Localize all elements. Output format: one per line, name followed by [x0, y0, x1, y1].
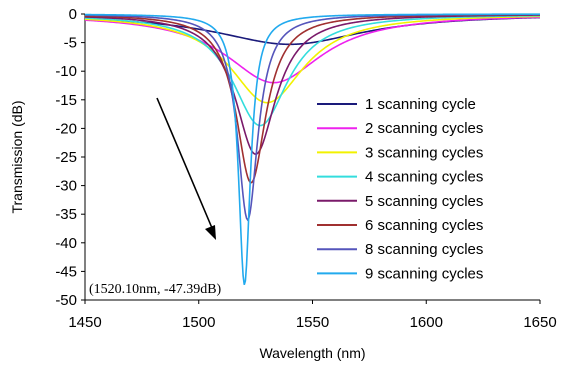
y-tick-label: -50: [55, 292, 77, 309]
series-layer: [84, 13, 541, 286]
arrow-head: [205, 225, 216, 240]
series-line-8: [84, 13, 541, 286]
y-tick-label: -35: [55, 206, 77, 223]
y-tick-label: -45: [55, 263, 77, 280]
y-tick-label: -40: [55, 235, 77, 252]
legend-label-4: 4 scanning cycles: [365, 169, 483, 186]
series-line-3: [84, 15, 541, 104]
y-tick-label: -25: [55, 149, 77, 166]
series-line-4: [84, 14, 541, 127]
x-tick-label: 1600: [410, 314, 443, 331]
trend-arrow: [156, 97, 216, 240]
y-tick-label: -5: [64, 35, 77, 52]
y-tick-label: -20: [55, 120, 77, 137]
minimum-annotation: (1520.10nm, -47.39dB): [89, 282, 222, 297]
y-axis-label: Transmission (dB): [9, 100, 25, 213]
tick-labels: 1450 1500 1550 1600 1650 0 -5 -10 -15 -20 -25 -30 -3…: [55, 6, 556, 331]
series-line-2: [84, 16, 541, 84]
x-tick-label: 1450: [68, 314, 101, 331]
legend-label-8: 9 scanning cycles: [365, 265, 483, 282]
x-axis-label: Wavelength (nm): [259, 345, 365, 361]
y-tick-label: -15: [55, 92, 77, 109]
legend-label-7: 8 scanning cycles: [365, 241, 483, 258]
y-tick-label: 0: [69, 6, 77, 23]
legend: 1 scanning cycle 2 scanning cycles 3 scann…: [317, 96, 483, 282]
legend-label-3: 3 scanning cycles: [365, 144, 483, 161]
x-tick-label: 1650: [523, 314, 556, 331]
legend-label-2: 2 scanning cycles: [365, 120, 483, 137]
legend-label-6: 6 scanning cycles: [365, 217, 483, 234]
y-tick-label: -10: [55, 63, 77, 80]
x-tick-label: 1550: [296, 314, 329, 331]
legend-label-1: 1 scanning cycle: [365, 96, 476, 113]
y-tick-label: -30: [55, 178, 77, 195]
x-tick-label: 1500: [182, 314, 215, 331]
arrow-shaft: [156, 97, 213, 229]
series-line-7: [84, 13, 540, 222]
legend-label-5: 5 scanning cycles: [365, 193, 483, 210]
